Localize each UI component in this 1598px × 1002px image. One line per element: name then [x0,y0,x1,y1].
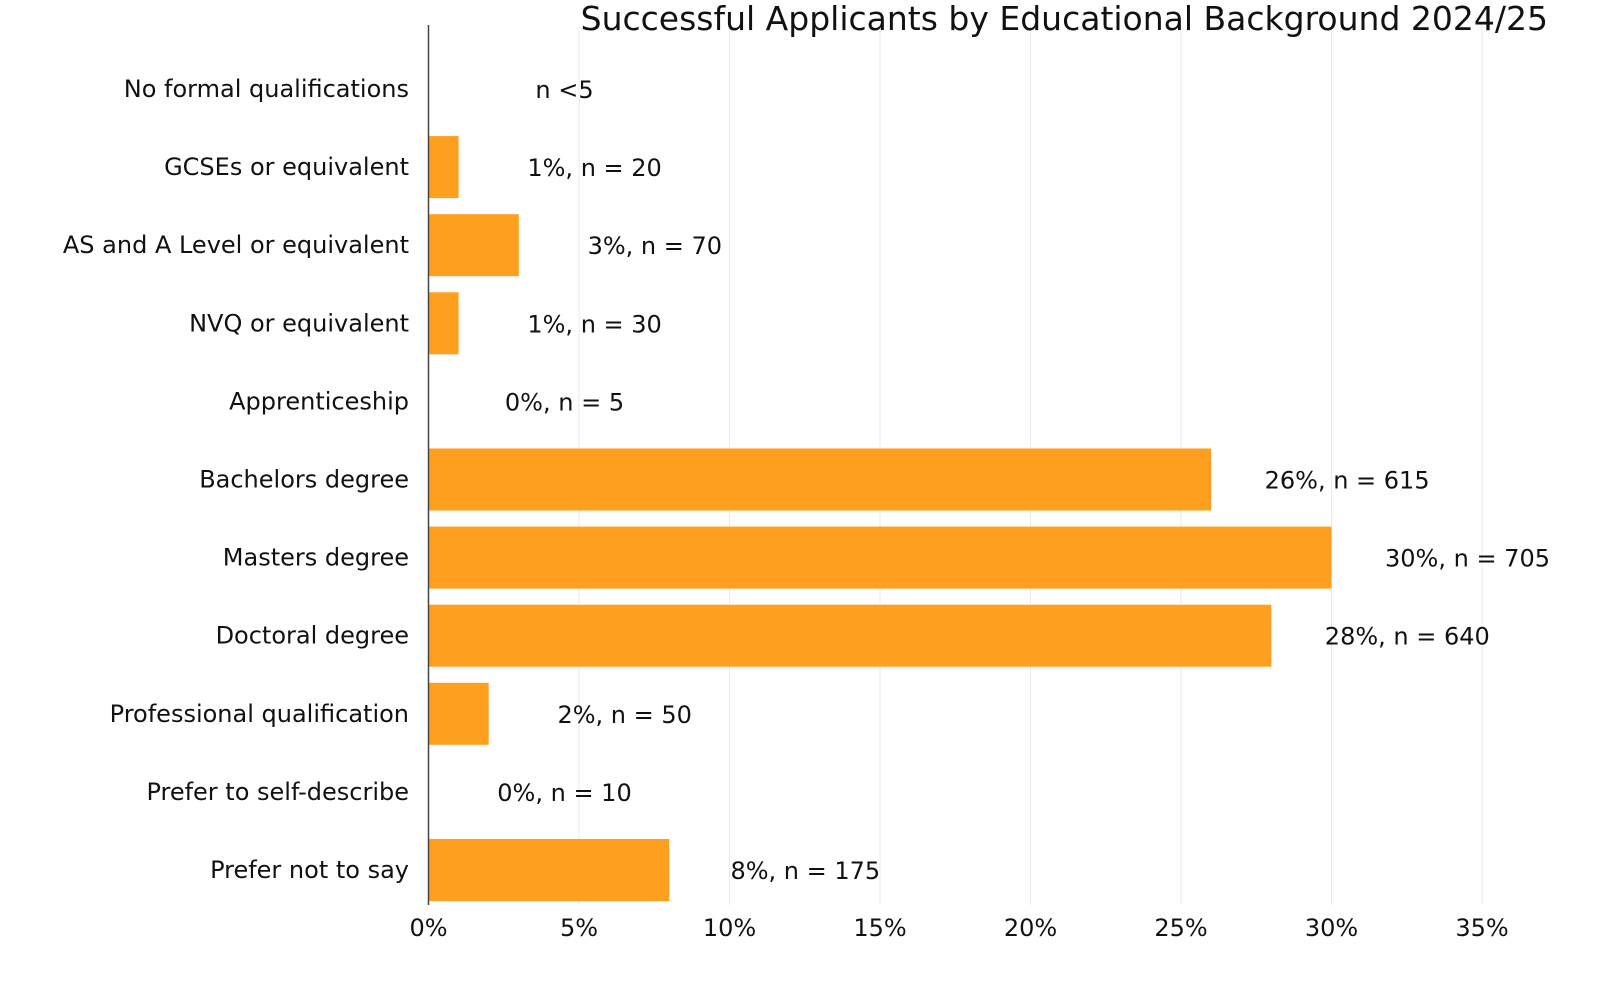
x-tick-label: 0% [409,914,447,942]
bars [428,136,1332,901]
data-labels: n <5 1%, n = 20 3%, n = 70 1%, n = 30 0%, n … [497,76,1550,885]
y-tick-label: GCSEs or equivalent [164,153,409,181]
x-tick-label: 30% [1305,914,1358,942]
data-label: 26%, n = 615 [1265,467,1430,495]
bar [428,526,1332,589]
data-label: 0%, n = 10 [497,779,631,807]
data-label: 1%, n = 20 [527,154,661,182]
y-tick-label: Bachelors degree [199,466,409,494]
x-tick-labels: 0% 5% 10% 15% 20% 25% 30% 35% [409,914,1508,942]
y-tick-label: Doctoral degree [216,622,409,650]
data-label: 8%, n = 175 [730,857,880,885]
y-tick-label: Apprenticeship [229,387,409,415]
bar [428,604,1272,667]
bar [428,839,670,901]
y-tick-label: Prefer not to say [210,856,409,884]
y-tick-label: No formal qualifications [124,75,409,103]
y-tick-label: AS and A Level or equivalent [63,231,409,259]
x-tick-label: 20% [1004,914,1057,942]
y-tick-label: Masters degree [223,544,409,572]
y-tick-label: Professional qualification [110,700,409,728]
bar [428,136,459,199]
chart-title: Successful Applicants by Educational Bac… [581,0,1548,38]
bar [428,682,489,745]
data-label: 28%, n = 640 [1325,623,1490,651]
data-label: n <5 [535,76,593,104]
bar [428,448,1212,511]
data-label: 3%, n = 70 [588,232,722,260]
data-label: 1%, n = 30 [527,310,661,338]
bar [428,292,459,355]
x-tick-label: 15% [853,914,906,942]
bar [428,214,519,277]
x-tick-label: 35% [1455,914,1508,942]
y-tick-labels: No formal qualifications GCSEs or equival… [63,75,409,884]
y-tick-label: NVQ or equivalent [189,309,409,337]
data-label: 2%, n = 50 [557,701,691,729]
x-tick-label: 10% [703,914,756,942]
data-label: 30%, n = 705 [1385,545,1550,573]
x-tick-label: 25% [1154,914,1207,942]
data-label: 0%, n = 5 [505,388,624,416]
x-tick-label: 5% [560,914,598,942]
y-tick-label: Prefer to self-describe [146,778,409,806]
